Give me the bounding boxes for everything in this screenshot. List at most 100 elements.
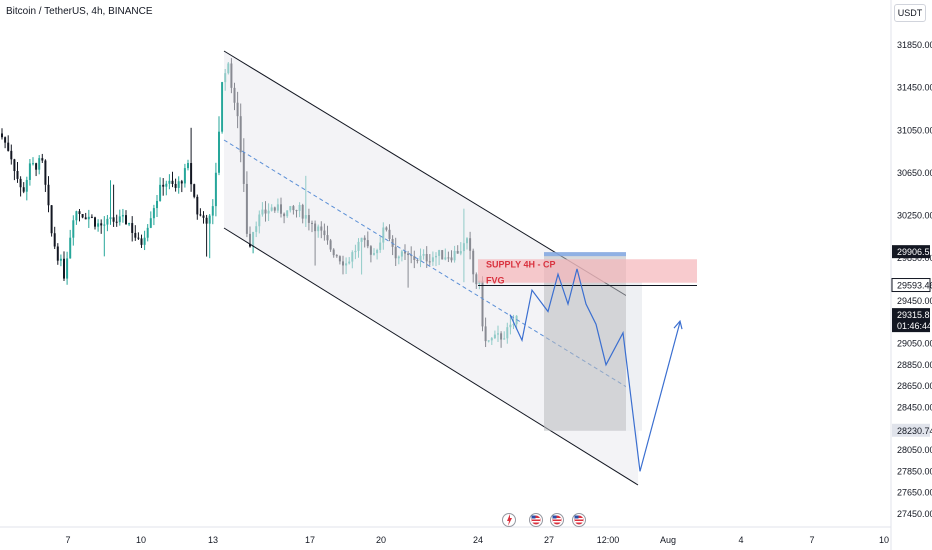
- candle-body: [25, 179, 28, 192]
- candle-body: [16, 171, 19, 179]
- candle-body: [205, 217, 208, 224]
- flag-stripe: [553, 521, 561, 523]
- channel-midline: [223, 139, 639, 395]
- candle-body: [38, 158, 41, 170]
- candle-body: [137, 237, 140, 239]
- candle-body: [103, 224, 106, 226]
- fvg-label: FVG: [486, 276, 505, 286]
- price-tick-label: 28050.00: [897, 445, 932, 455]
- price-tick-label: 30650.00: [897, 168, 932, 178]
- candle-body: [218, 131, 220, 173]
- flash-bolt: [507, 514, 512, 526]
- time-tick-label: 7: [809, 535, 814, 545]
- grey-box-extension: [626, 282, 642, 431]
- candle-body: [214, 172, 217, 207]
- candle-body: [134, 232, 137, 238]
- price-label: 29315.85: [897, 310, 932, 320]
- us-flag-icon: [572, 513, 586, 527]
- price-label-box: [892, 423, 930, 437]
- candle-body: [177, 181, 180, 188]
- candle-body: [168, 180, 171, 184]
- price-label-box: [892, 308, 930, 322]
- price-tick-label: 28650.00: [897, 381, 932, 391]
- price-label: 29593.46: [897, 281, 932, 291]
- event-icons: [502, 513, 586, 527]
- candle-body: [125, 215, 127, 225]
- candle-body: [159, 184, 162, 201]
- price-tick-label: 28450.00: [897, 402, 932, 412]
- price-tick-label: 27450.00: [897, 509, 932, 519]
- flag-stripe: [575, 518, 583, 520]
- us-flag-icon: [529, 513, 543, 527]
- candle-body: [53, 233, 56, 247]
- blue-box-top: [544, 252, 626, 257]
- candle-body: [193, 184, 196, 197]
- candle-body: [131, 223, 134, 233]
- candle-body: [152, 208, 155, 219]
- candle-body: [28, 163, 31, 180]
- candle-body: [75, 211, 78, 221]
- us-flag-icon: [550, 513, 564, 527]
- candle-body: [66, 258, 69, 279]
- flag-canton: [531, 515, 536, 519]
- candle-body: [190, 163, 193, 185]
- price-label-box: [892, 245, 930, 259]
- candle-body: [78, 211, 81, 215]
- flash-icon: [502, 513, 516, 527]
- time-axis: 7 10 13 17 20 24 27 12:00 Aug 4 7 10: [0, 526, 891, 545]
- price-tick-label: 29450.00: [897, 296, 932, 306]
- flag-canton: [552, 515, 557, 519]
- candle-body: [199, 214, 202, 216]
- time-tick-label: 12:00: [597, 535, 620, 545]
- time-tick-label: 20: [376, 535, 386, 545]
- candle-body: [22, 187, 25, 192]
- candle-body: [106, 218, 109, 225]
- candle-body: [128, 223, 131, 225]
- supply-zone-label: SUPPLY 4H - CP: [486, 260, 556, 270]
- candle-body: [41, 158, 44, 161]
- flag-canton: [574, 515, 579, 519]
- currency-badge[interactable]: USDT: [894, 4, 926, 22]
- candle-body: [10, 150, 13, 160]
- price-label: 28230.74: [897, 426, 932, 436]
- price-tick-label: 31850.00: [897, 40, 932, 50]
- candle-body: [72, 220, 75, 238]
- candle-body: [118, 216, 121, 223]
- price-tick-label: 29850.00: [897, 253, 932, 263]
- supply-zone: [478, 259, 697, 283]
- candle-body: [35, 163, 38, 170]
- candle-body: [115, 221, 118, 223]
- candle-body: [47, 184, 50, 206]
- price-tick-label: 31050.00: [897, 125, 932, 135]
- candle-body: [221, 82, 224, 132]
- projected-path: [509, 268, 681, 472]
- candle-body: [56, 246, 59, 261]
- candle-body: [156, 200, 158, 209]
- candle-body: [180, 181, 183, 184]
- time-tick-label: 17: [305, 535, 315, 545]
- candle-body: [165, 183, 168, 187]
- candle-body: [69, 237, 72, 259]
- channel-fill: [224, 51, 640, 485]
- flag-stripe: [553, 518, 561, 520]
- candle-body: [59, 258, 62, 261]
- candle-body: [81, 214, 84, 218]
- candle-body: [208, 215, 211, 224]
- price-label: 29906.57: [897, 247, 932, 257]
- price-label-box: [891, 278, 931, 293]
- time-tick-label: 27: [544, 535, 554, 545]
- price-tick-label: 28850.00: [897, 360, 932, 370]
- candle-body: [100, 223, 103, 226]
- time-tick-label: Aug: [660, 535, 676, 545]
- price-tick-label: 27850.00: [897, 466, 932, 476]
- price-axis: 31850.00 31450.00 31050.00 30650.00 30250.00…: [890, 0, 932, 550]
- flag-stripe: [532, 518, 540, 520]
- drawings: SUPPLY 4H - CP FVG: [223, 50, 697, 486]
- candle-body: [146, 227, 149, 238]
- candle-body: [13, 159, 16, 172]
- price-label-box: [892, 319, 930, 333]
- candle-body: [187, 163, 189, 169]
- price-tick-label: 30250.00: [897, 211, 932, 221]
- candle-body: [94, 217, 96, 227]
